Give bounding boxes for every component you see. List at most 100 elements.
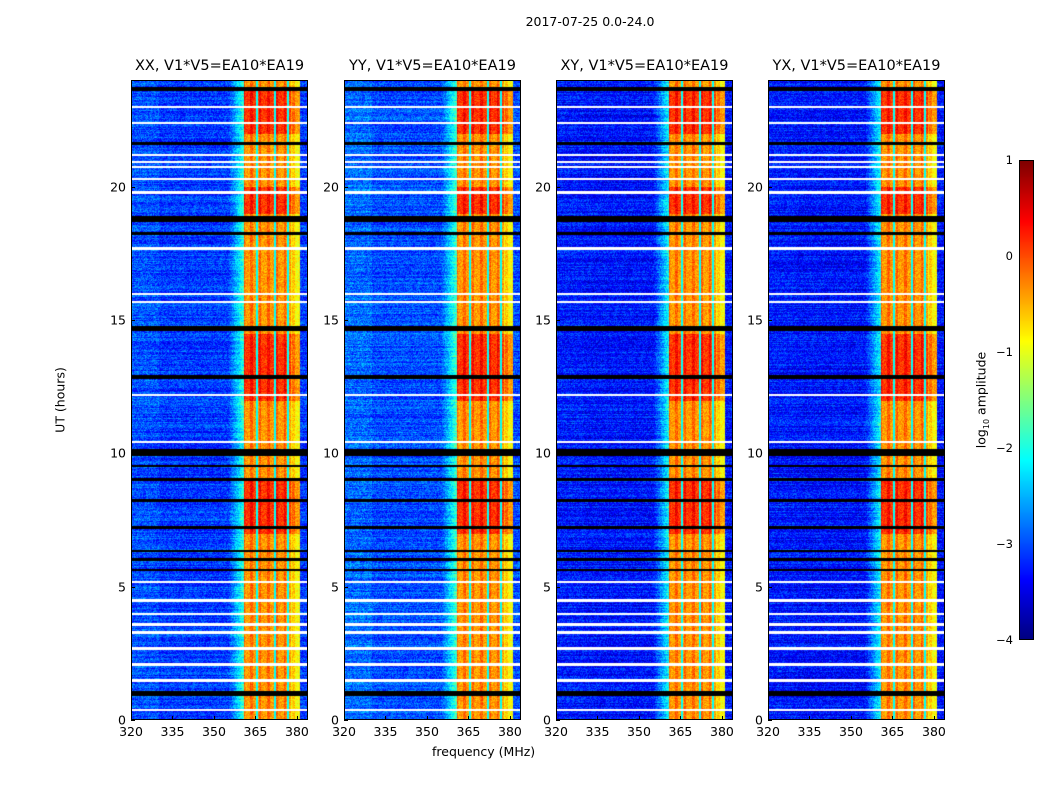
panel-title: YX, V1*V5=EA10*EA19 [772, 58, 941, 74]
x-tick-mark [556, 716, 557, 720]
y-tick-mark [768, 720, 772, 721]
panel-0: XX, V1*V5=EA10*EA19 0 5 10 15 20 320 335 350 365 3… [110, 58, 309, 739]
y-tick-label: 10 [323, 445, 339, 461]
y-tick-mark [131, 186, 135, 188]
waterfall-heatmap [344, 80, 521, 720]
y-tick-mark [344, 186, 348, 188]
x-tick-label: 320 [544, 724, 568, 739]
colorbar [1019, 160, 1034, 640]
panel-1: YY, V1*V5=EA10*EA19 0 5 10 15 20 320 335 350 365 3… [323, 58, 522, 739]
y-tick-mark [344, 320, 348, 321]
y-tick-label: 0 [118, 712, 126, 728]
x-tick-label: 380 [922, 724, 946, 739]
y-tick-mark [768, 186, 772, 188]
y-tick-label: 15 [535, 312, 551, 328]
colorbar-tick-label: −3 [996, 537, 1013, 551]
x-tick-mark [680, 716, 682, 720]
y-tick-mark [556, 186, 560, 188]
y-tick-mark [344, 453, 348, 455]
x-tick-mark [809, 716, 811, 720]
x-tick-mark [933, 716, 935, 720]
x-tick-mark [385, 716, 387, 720]
y-tick-mark [344, 720, 348, 721]
panel-title: XX, V1*V5=EA10*EA19 [134, 58, 305, 74]
x-tick-mark [426, 716, 428, 720]
x-tick-label: 365 [880, 724, 905, 739]
x-tick-mark [509, 716, 511, 720]
x-tick-mark [344, 716, 345, 720]
y-tick-mark [768, 320, 772, 321]
x-tick-mark [721, 716, 723, 720]
colorbar-tick-label: −1 [996, 345, 1013, 359]
x-tick-mark [131, 716, 132, 720]
x-tick-mark [255, 716, 257, 720]
x-tick-mark [892, 716, 894, 720]
y-tick-label: 0 [543, 712, 551, 728]
x-tick-label: 350 [415, 724, 439, 739]
x-tick-label: 350 [839, 724, 863, 739]
waterfall-heatmap [768, 80, 945, 720]
y-tick-label: 15 [323, 312, 339, 328]
x-tick-label: 380 [710, 724, 734, 739]
x-tick-label: 320 [756, 724, 780, 739]
y-tick-label: 5 [543, 579, 551, 595]
y-tick-mark [768, 453, 772, 455]
panel-title: XY, V1*V5=EA10*EA19 [560, 58, 729, 74]
y-tick-mark [131, 453, 135, 455]
y-tick-mark [344, 586, 348, 588]
x-tick-label: 365 [668, 724, 693, 739]
x-tick-label: 335 [373, 724, 398, 739]
x-tick-label: 335 [585, 724, 610, 739]
y-tick-mark [768, 586, 772, 588]
x-tick-label: 350 [202, 724, 226, 739]
figure-title: 2017-07-25 0.0-24.0 [525, 14, 655, 29]
y-tick-label: 10 [110, 445, 126, 461]
x-tick-label: 350 [627, 724, 651, 739]
x-tick-label: 365 [456, 724, 481, 739]
panel-3: YX, V1*V5=EA10*EA19 0 5 10 15 20 320 335 350 365 3… [747, 58, 946, 739]
y-tick-label: 20 [323, 179, 339, 195]
y-tick-mark [131, 320, 135, 321]
x-tick-mark [597, 716, 599, 720]
x-tick-label: 335 [160, 724, 185, 739]
colorbar-tick-label: 1 [1005, 153, 1013, 167]
y-tick-mark [131, 586, 135, 588]
y-tick-mark [131, 720, 135, 721]
x-tick-label: 380 [285, 724, 309, 739]
x-tick-mark [850, 716, 852, 720]
colorbar-tick-label: −2 [996, 441, 1013, 455]
y-axis-label: UT (hours) [52, 367, 68, 433]
x-tick-label: 335 [797, 724, 822, 739]
y-tick-label: 0 [755, 712, 763, 728]
x-tick-mark [296, 716, 298, 720]
x-tick-mark [172, 716, 174, 720]
y-tick-mark [556, 453, 560, 455]
panel-title: YY, V1*V5=EA10*EA19 [349, 58, 516, 74]
waterfall-heatmap [556, 80, 733, 720]
y-tick-label: 20 [110, 179, 126, 195]
y-tick-label: 5 [118, 579, 126, 595]
y-tick-mark [556, 320, 560, 321]
colorbar-label: log10 amplitude [973, 351, 991, 449]
colorbar-tick-label: 0 [1005, 249, 1013, 263]
x-tick-label: 320 [119, 724, 143, 739]
x-tick-mark [468, 716, 470, 720]
x-tick-mark [768, 716, 769, 720]
colorbar-tick-label: −4 [996, 633, 1013, 647]
y-tick-label: 10 [747, 445, 763, 461]
y-tick-mark [556, 586, 560, 588]
y-tick-label: 20 [747, 179, 763, 195]
x-axis-label: frequency (MHz) [432, 744, 536, 759]
x-tick-label: 365 [243, 724, 268, 739]
x-tick-mark [213, 716, 215, 720]
y-tick-label: 15 [747, 312, 763, 328]
x-tick-label: 380 [498, 724, 522, 739]
y-tick-label: 5 [755, 579, 763, 595]
y-tick-label: 15 [110, 312, 126, 328]
y-tick-label: 5 [331, 579, 339, 595]
x-tick-mark [638, 716, 640, 720]
y-tick-label: 0 [331, 712, 339, 728]
x-tick-label: 320 [332, 724, 356, 739]
y-tick-label: 10 [535, 445, 551, 461]
